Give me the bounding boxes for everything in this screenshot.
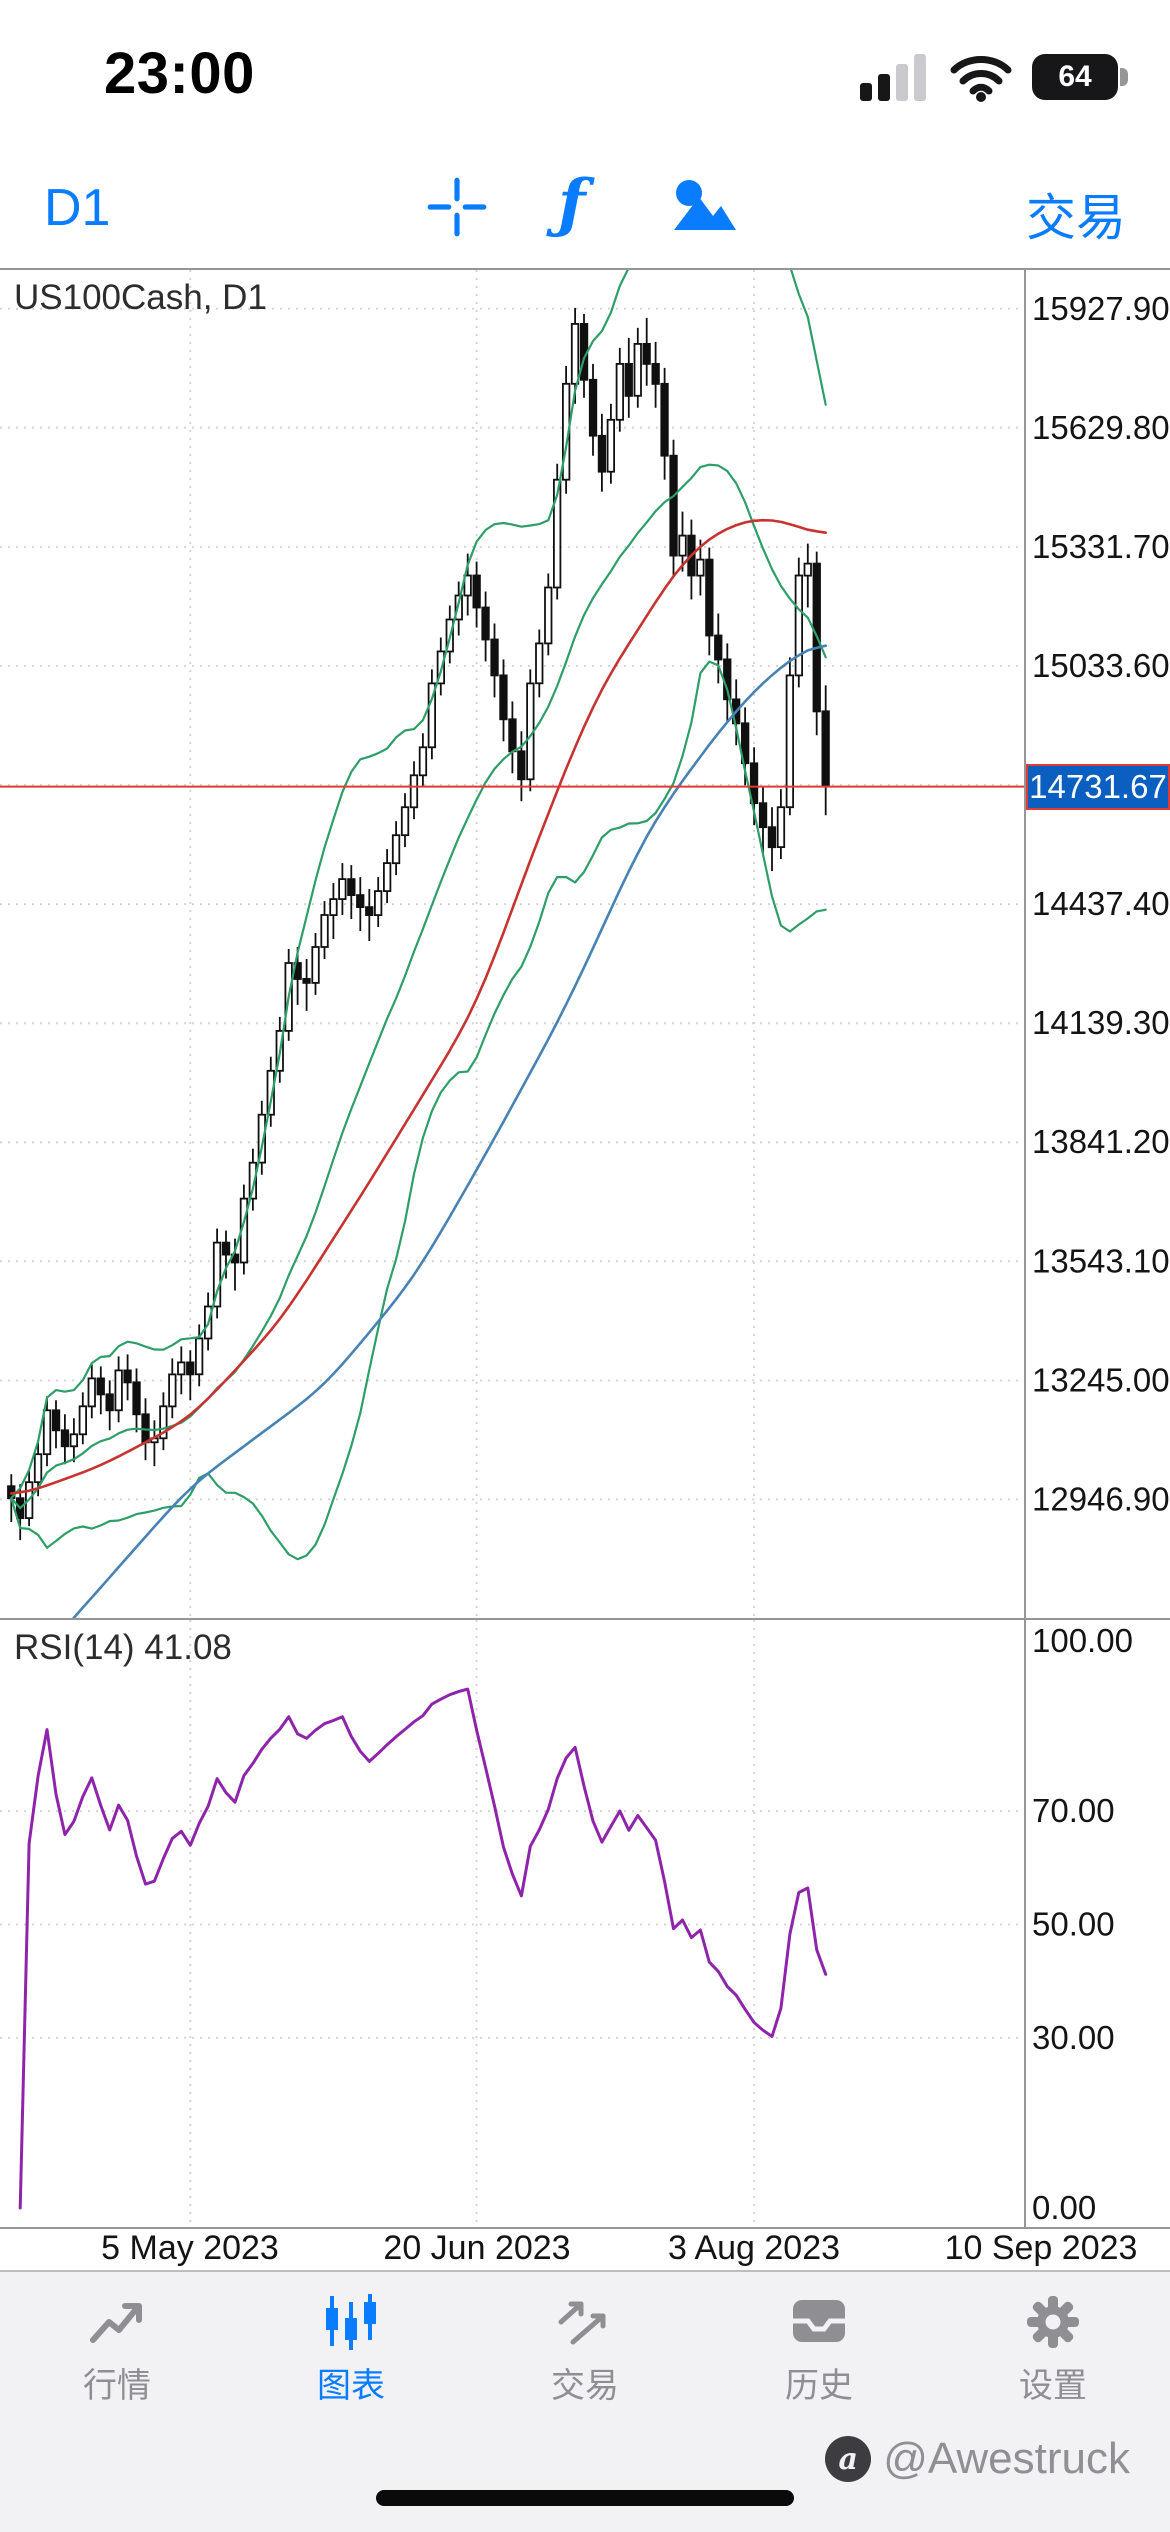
- tab-label-trade: 交易: [551, 2367, 619, 2405]
- svg-text:15629.80: 15629.80: [1032, 409, 1170, 446]
- date-axis: 5 May 2023 20 Jun 2023 3 Aug 2023 10 Sep 20…: [0, 2229, 1170, 2269]
- tab-item-trade[interactable]: 交易: [468, 2272, 702, 2532]
- crosshair-icon[interactable]: [424, 174, 490, 240]
- home-indicator[interactable]: [376, 2490, 794, 2506]
- trade-icon: [558, 2301, 606, 2345]
- svg-text:15331.70: 15331.70: [1032, 528, 1170, 565]
- date-axis-label: 3 Aug 2023: [667, 2229, 841, 2267]
- quotes-icon: [90, 2303, 142, 2343]
- price-axis-divider: [1024, 270, 1026, 2227]
- trade-button[interactable]: 交易: [1026, 190, 1126, 246]
- current-price-label: 14731.67: [1026, 764, 1170, 810]
- wifi-icon: [950, 56, 1012, 102]
- rsi-chart-canvas[interactable]: 100.00 70.00 50.00 30.00 0.00: [0, 1620, 1170, 2227]
- chart-symbol-label: US100Cash, D1: [14, 278, 267, 317]
- date-axis-label: 10 Sep 2023: [944, 2229, 1138, 2267]
- svg-text:15033.60: 15033.60: [1032, 647, 1170, 684]
- tab-label-settings: 设置: [1019, 2367, 1087, 2405]
- rsi-label: RSI(14) 41.08: [14, 1628, 232, 1667]
- svg-text:14437.40: 14437.40: [1032, 885, 1170, 922]
- tab-item-history[interactable]: 历史: [702, 2272, 936, 2532]
- date-axis-label: 20 Jun 2023: [383, 2229, 571, 2267]
- battery-percent: 64: [1058, 60, 1092, 93]
- chart-toolbar: D1 ƒ 交易: [0, 160, 1170, 260]
- tab-item-quotes[interactable]: 行情: [0, 2272, 234, 2532]
- svg-text:13245.00: 13245.00: [1032, 1361, 1170, 1398]
- tab-item-charts[interactable]: 图表: [234, 2272, 468, 2532]
- indicators-button[interactable]: ƒ: [558, 166, 586, 241]
- tab-label-quotes: 行情: [83, 2367, 151, 2405]
- svg-text:14139.30: 14139.30: [1032, 1004, 1170, 1041]
- watermark: a @Awestruck: [825, 2434, 1130, 2484]
- objects-icon[interactable]: [664, 174, 742, 238]
- battery-indicator: 64: [1032, 54, 1128, 100]
- history-icon: [793, 2300, 845, 2342]
- tab-item-settings[interactable]: 设置: [936, 2272, 1170, 2532]
- settings-icon: [1027, 2296, 1079, 2348]
- svg-text:30.00: 30.00: [1032, 2019, 1115, 2056]
- tab-label-history: 历史: [785, 2367, 853, 2405]
- svg-text:70.00: 70.00: [1032, 1792, 1115, 1829]
- cellular-signal-icon: [860, 54, 926, 101]
- svg-text:13841.20: 13841.20: [1032, 1123, 1170, 1160]
- chart-top-border: [0, 268, 1170, 270]
- svg-text:13543.10: 13543.10: [1032, 1242, 1170, 1279]
- main-chart-canvas[interactable]: 15927.9015629.8015331.7015033.6014735.50…: [0, 270, 1170, 1618]
- awestruck-logo-icon: a: [825, 2436, 872, 2482]
- tab-bar: 行情 图表 交易 历史: [0, 2270, 1170, 2532]
- svg-text:100.00: 100.00: [1032, 1622, 1133, 1659]
- tab-label-charts: 图表: [317, 2367, 385, 2405]
- timeframe-button[interactable]: D1: [44, 179, 111, 237]
- svg-text:15927.90: 15927.90: [1032, 290, 1170, 327]
- watermark-handle: @Awestruck: [883, 2434, 1130, 2483]
- charts-icon: [326, 2294, 376, 2350]
- date-axis-label: 5 May 2023: [101, 2229, 279, 2267]
- svg-text:12946.90: 12946.90: [1032, 1480, 1170, 1517]
- panel-separator: [0, 1618, 1170, 1620]
- chart-bottom-border: [0, 2227, 1170, 2229]
- svg-text:0.00: 0.00: [1032, 2189, 1096, 2226]
- status-time: 23:00: [104, 41, 255, 106]
- svg-text:50.00: 50.00: [1032, 1906, 1115, 1943]
